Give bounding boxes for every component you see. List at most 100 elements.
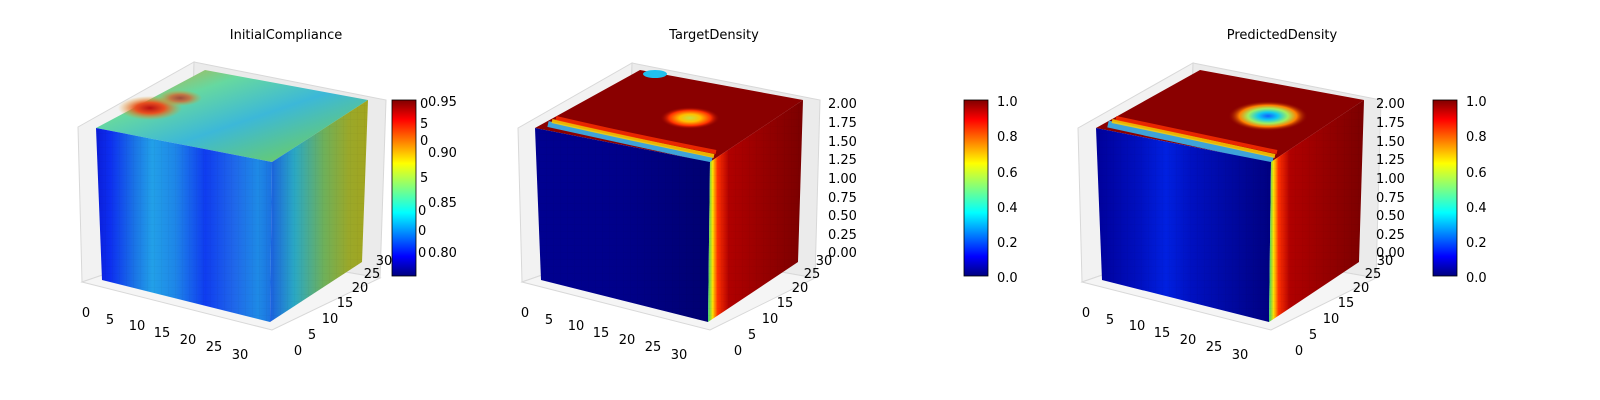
z-tick: 1.50	[828, 135, 857, 150]
chart-title: InitialCompliance	[230, 28, 343, 43]
x-tick: 10	[1129, 319, 1146, 334]
z-tick-overlap: 5	[420, 117, 428, 132]
colorbar-tick: 0.4	[1466, 201, 1487, 216]
x-axis-ticks: 0 5 10 15 20 25 30	[82, 306, 248, 363]
z-tick: 0.00	[1376, 246, 1405, 261]
y-tick: 25	[364, 267, 381, 282]
z-tick: 1.00	[828, 172, 857, 187]
colorbar-gradient	[963, 99, 989, 277]
y-tick: 30	[376, 254, 393, 269]
z-tick: 0.00	[828, 246, 857, 261]
z-tick-overlap: 0	[418, 246, 426, 261]
x-tick: 10	[568, 319, 585, 334]
z-tick: 0.75	[1376, 191, 1405, 206]
z-tick-overlap: 0	[418, 224, 426, 239]
x-tick: 15	[593, 326, 610, 341]
y-axis-ticks: 0 5 10 15 20 25 30	[294, 254, 392, 359]
y-axis-ticks: 0 5 10 15 20 25 30	[1295, 254, 1393, 359]
x-tick: 30	[1232, 348, 1249, 363]
z-axis-ticks: 2.00 1.75 1.50 1.25 1.00 0.75 0.50 0.25 …	[828, 97, 857, 261]
z-axis-ticks: 2.00 1.75 1.50 1.25 1.00 0.75 0.50 0.25 …	[1376, 97, 1405, 261]
y-tick: 20	[792, 281, 809, 296]
x-tick: 25	[645, 340, 662, 355]
colorbar-tick: 0.80	[428, 246, 457, 261]
colorbar-tick: 0.6	[997, 166, 1018, 181]
colorbar-tick: 0.6	[1466, 166, 1487, 181]
y-tick: 20	[1353, 281, 1370, 296]
colorbar-tick: 0.8	[1466, 130, 1487, 145]
colorbar-gradient	[1432, 99, 1458, 277]
z-tick: 1.00	[1376, 172, 1405, 187]
colorbar: 1.0 0.8 0.6 0.4 0.2 0.0	[963, 95, 1018, 286]
y-tick: 5	[1309, 328, 1317, 343]
x-tick: 15	[154, 326, 171, 341]
z-tick-overlap: 0	[420, 97, 428, 112]
y-tick: 15	[337, 296, 354, 311]
z-tick: 0.50	[1376, 209, 1405, 224]
y-tick: 20	[352, 281, 369, 296]
x-tick: 20	[619, 333, 636, 348]
x-tick: 15	[1154, 326, 1171, 341]
z-tick-overlap: 5	[420, 171, 428, 186]
y-axis-ticks: 0 5 10 15 20 25 30	[734, 254, 832, 359]
colorbar-tick: 0.95	[428, 95, 457, 110]
z-tick: 2.00	[828, 97, 857, 112]
colorbar-tick: 0.0	[997, 271, 1018, 286]
colorbar-tick: 1.0	[1466, 95, 1487, 110]
x-tick: 20	[1180, 333, 1197, 348]
panel-initial-compliance: InitialCompliance 0 5 10 15 20 25 30	[77, 28, 457, 363]
z-tick: 0.25	[828, 228, 857, 243]
y-tick: 5	[748, 328, 756, 343]
y-tick: 0	[294, 344, 302, 359]
y-tick: 10	[1323, 312, 1340, 327]
chart-title: PredictedDensity	[1227, 28, 1338, 43]
z-tick: 2.00	[1376, 97, 1405, 112]
voxel-cube	[1096, 70, 1364, 322]
hole-region	[1228, 101, 1308, 131]
y-tick: 5	[308, 328, 316, 343]
z-tick: 1.75	[1376, 116, 1405, 131]
panel-target-density: TargetDensity 0 5 10 15 20 25 30	[517, 28, 1018, 363]
voxel-cube	[535, 70, 803, 322]
x-tick: 5	[545, 313, 553, 328]
colorbar-tick: 0.8	[997, 130, 1018, 145]
voxel-cube	[96, 70, 368, 322]
x-tick: 10	[129, 319, 146, 334]
colorbar: 1.0 0.8 0.6 0.4 0.2 0.0	[1432, 95, 1487, 286]
y-tick: 0	[734, 344, 742, 359]
z-tick-overlap: 0	[420, 134, 428, 149]
colorbar-gradient	[391, 99, 417, 277]
z-tick: 1.25	[1376, 153, 1405, 168]
x-tick: 25	[1206, 340, 1223, 355]
z-tick: 1.25	[828, 153, 857, 168]
z-tick: 0.75	[828, 191, 857, 206]
colorbar-tick: 0.2	[997, 236, 1018, 251]
z-tick: 1.50	[1376, 135, 1405, 150]
x-tick: 30	[232, 348, 249, 363]
colorbar-tick: 0.0	[1466, 271, 1487, 286]
colorbar-tick: 0.90	[428, 146, 457, 161]
z-tick: 0.25	[1376, 228, 1405, 243]
y-tick: 25	[1365, 267, 1382, 282]
y-tick: 15	[1338, 296, 1355, 311]
z-tick: 1.75	[828, 116, 857, 131]
y-tick: 25	[804, 267, 821, 282]
x-axis-ticks: 0 5 10 15 20 25 30	[1082, 306, 1248, 363]
colorbar-tick: 0.4	[997, 201, 1018, 216]
z-tick: 0.50	[828, 209, 857, 224]
y-tick: 10	[322, 312, 339, 327]
colorbar-tick: 0.2	[1466, 236, 1487, 251]
panel-predicted-density: PredictedDensity 0 5 10 15 20 25 30	[1077, 28, 1487, 363]
x-tick: 0	[521, 306, 529, 321]
y-tick: 30	[816, 254, 833, 269]
x-tick: 5	[106, 313, 114, 328]
x-tick: 20	[180, 333, 197, 348]
x-tick: 0	[1082, 306, 1090, 321]
colorbar: 0 5 0 5 0 0 0 0.95 0.90 0.85 0.80	[391, 95, 457, 277]
y-tick: 0	[1295, 344, 1303, 359]
x-axis-ticks: 0 5 10 15 20 25 30	[521, 306, 687, 363]
colorbar-tick: 0.85	[428, 196, 457, 211]
z-tick-overlap: 0	[418, 204, 426, 219]
x-tick: 5	[1106, 313, 1114, 328]
